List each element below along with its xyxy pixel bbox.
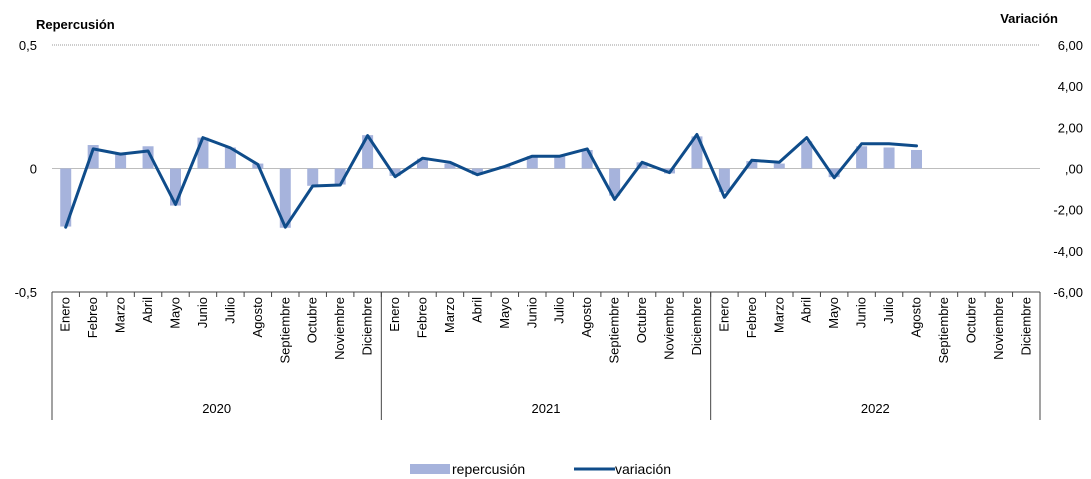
repercusion-bar bbox=[609, 168, 621, 196]
legend: repercusión variación bbox=[410, 461, 671, 477]
month-label: Diciembre bbox=[360, 297, 375, 356]
left-axis-title: Repercusión bbox=[36, 17, 115, 32]
month-label: Marzo bbox=[771, 297, 786, 333]
repercusion-bar bbox=[170, 168, 181, 206]
month-label: Julio bbox=[222, 297, 237, 324]
repercusion-bar bbox=[554, 156, 566, 169]
right-tick-label: 6,00 bbox=[1058, 38, 1083, 53]
month-label: Julio bbox=[552, 297, 567, 324]
right-tick-label: 4,00 bbox=[1058, 79, 1083, 94]
right-tick-label: -2,00 bbox=[1053, 203, 1083, 218]
month-label: Enero bbox=[716, 297, 731, 332]
legend-label-variacion: variación bbox=[615, 461, 671, 477]
month-label: Junio bbox=[854, 297, 869, 328]
legend-label-repercusion: repercusión bbox=[452, 461, 525, 477]
right-axis-ticks: 6,00 4,00 2,00 ,00 -2,00 -4,00 -6,00 bbox=[1053, 38, 1083, 300]
repercusion-bar bbox=[279, 168, 291, 228]
left-tick-label: -0,5 bbox=[15, 285, 37, 300]
left-tick-label: 0,5 bbox=[19, 38, 37, 53]
month-label: Agosto bbox=[909, 297, 924, 337]
repercusion-bar bbox=[526, 156, 538, 169]
right-axis-title: Variación bbox=[1000, 11, 1058, 26]
repercusion-bar bbox=[224, 147, 236, 169]
repercusion-bar bbox=[773, 163, 785, 169]
month-label: Febreo bbox=[85, 297, 100, 338]
repercusion-bar bbox=[856, 146, 868, 169]
month-label: Abril bbox=[469, 297, 484, 323]
right-tick-label: -4,00 bbox=[1053, 244, 1083, 259]
repercusion-bar bbox=[87, 145, 99, 169]
repercusion-bar bbox=[581, 149, 593, 169]
repercusion-bar bbox=[801, 141, 813, 169]
year-label: 2021 bbox=[532, 401, 561, 416]
repercusion-bar bbox=[115, 152, 127, 169]
repercusion-bar bbox=[389, 168, 401, 176]
variacion-series-line bbox=[64, 133, 918, 229]
repercusion-bar bbox=[307, 168, 319, 186]
month-label: Enero bbox=[387, 297, 402, 332]
x-axis: Enero Febreo Marzo Abril Mayo Junio Julio Agost… bbox=[51, 292, 1041, 420]
repercusion-bar bbox=[417, 158, 428, 169]
right-tick-label: 2,00 bbox=[1058, 120, 1083, 135]
repercusion-bar bbox=[883, 147, 895, 169]
month-label: Octubre bbox=[305, 297, 320, 343]
month-label: Marzo bbox=[113, 297, 128, 333]
year-label: 2020 bbox=[202, 401, 231, 416]
month-label: Noviembre bbox=[332, 297, 347, 360]
month-label: Abril bbox=[140, 297, 155, 323]
repercusion-bar bbox=[718, 168, 730, 192]
left-tick-label: 0 bbox=[30, 162, 37, 177]
month-label: Febreo bbox=[415, 297, 430, 338]
repercusion-bar bbox=[911, 149, 922, 169]
month-label: Diciembre bbox=[1018, 297, 1033, 356]
repercusion-bar bbox=[471, 168, 483, 175]
month-label: Junio bbox=[524, 297, 539, 328]
month-label: Septiembre bbox=[277, 297, 292, 363]
repercusion-bar bbox=[444, 163, 456, 169]
month-label: Octubre bbox=[963, 297, 978, 343]
repercusion-bar bbox=[746, 161, 758, 169]
month-label: Marzo bbox=[442, 297, 457, 333]
repercusion-bar bbox=[362, 135, 374, 169]
year-label: 2022 bbox=[861, 401, 890, 416]
month-label: Septiembre bbox=[936, 297, 951, 363]
left-axis-ticks: -0,5 0 0,5 bbox=[15, 38, 37, 300]
repercusion-bar bbox=[60, 168, 72, 227]
right-tick-label: ,00 bbox=[1065, 162, 1083, 177]
month-label: Mayo bbox=[168, 297, 183, 329]
month-label: Mayo bbox=[497, 297, 512, 329]
repercusion-bar bbox=[828, 168, 840, 178]
month-label: Mayo bbox=[826, 297, 841, 329]
month-label: Diciembre bbox=[689, 297, 704, 356]
legend-swatch-repercusion bbox=[410, 464, 450, 474]
month-label: Enero bbox=[58, 297, 73, 332]
repercusion-bar bbox=[142, 146, 154, 169]
month-label: Agosto bbox=[250, 297, 265, 337]
repercusion-bar bbox=[691, 136, 703, 169]
month-label: Noviembre bbox=[991, 297, 1006, 360]
repercusion-bar bbox=[636, 162, 648, 169]
repercusion-bar bbox=[334, 168, 346, 185]
month-label: Agosto bbox=[579, 297, 594, 337]
month-label: Abril bbox=[799, 297, 814, 323]
variacion-line bbox=[64, 133, 918, 229]
right-tick-label: -6,00 bbox=[1053, 285, 1083, 300]
repercusion-bar bbox=[197, 137, 209, 169]
month-label: Junio bbox=[195, 297, 210, 328]
month-label: Febreo bbox=[744, 297, 759, 338]
month-label: Julio bbox=[881, 297, 896, 324]
month-label: Noviembre bbox=[662, 297, 677, 360]
month-label: Septiembre bbox=[607, 297, 622, 363]
month-label: Octubre bbox=[634, 297, 649, 343]
